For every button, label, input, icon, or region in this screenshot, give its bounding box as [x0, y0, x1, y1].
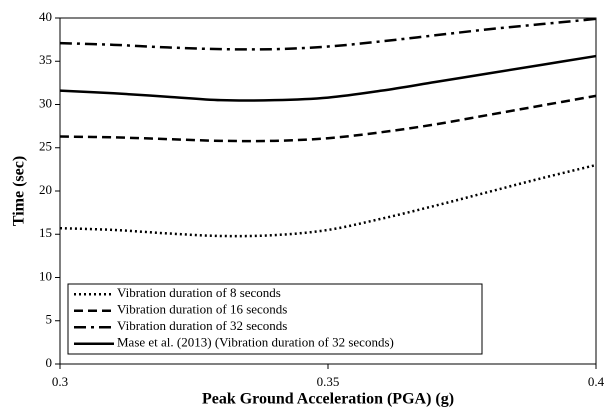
y-tick-label: 35 [39, 52, 52, 67]
legend-box [67, 283, 483, 355]
y-tick-label: 20 [39, 182, 52, 197]
legend-label: Vibration duration of 32 seconds [117, 318, 287, 333]
line-series [59, 17, 597, 51]
legend-label: Vibration duration of 16 seconds [117, 302, 287, 317]
legend-label: Mase et al. (2013) (Vibration duration o… [117, 335, 394, 350]
legend-label: Vibration duration of 8 seconds [117, 285, 281, 300]
y-axis-title: Time (sec) [11, 156, 28, 226]
line-series [59, 163, 597, 238]
x-tick-label: 0.3 [52, 374, 68, 389]
x-tick-label: 0.4 [588, 374, 605, 389]
y-tick-label: 0 [46, 355, 53, 370]
y-tick-label: 30 [39, 95, 52, 110]
line-series [59, 94, 597, 143]
y-tick-label: 10 [39, 268, 52, 283]
y-tick-label: 5 [46, 312, 53, 327]
x-axis-title: Peak Ground Acceleration (PGA) (g) [202, 391, 454, 408]
line-series [59, 54, 597, 102]
y-tick-label: 25 [39, 139, 52, 154]
x-tick-label: 0.35 [317, 374, 340, 389]
y-tick-label: 15 [39, 225, 52, 240]
y-tick-label: 40 [39, 9, 52, 24]
